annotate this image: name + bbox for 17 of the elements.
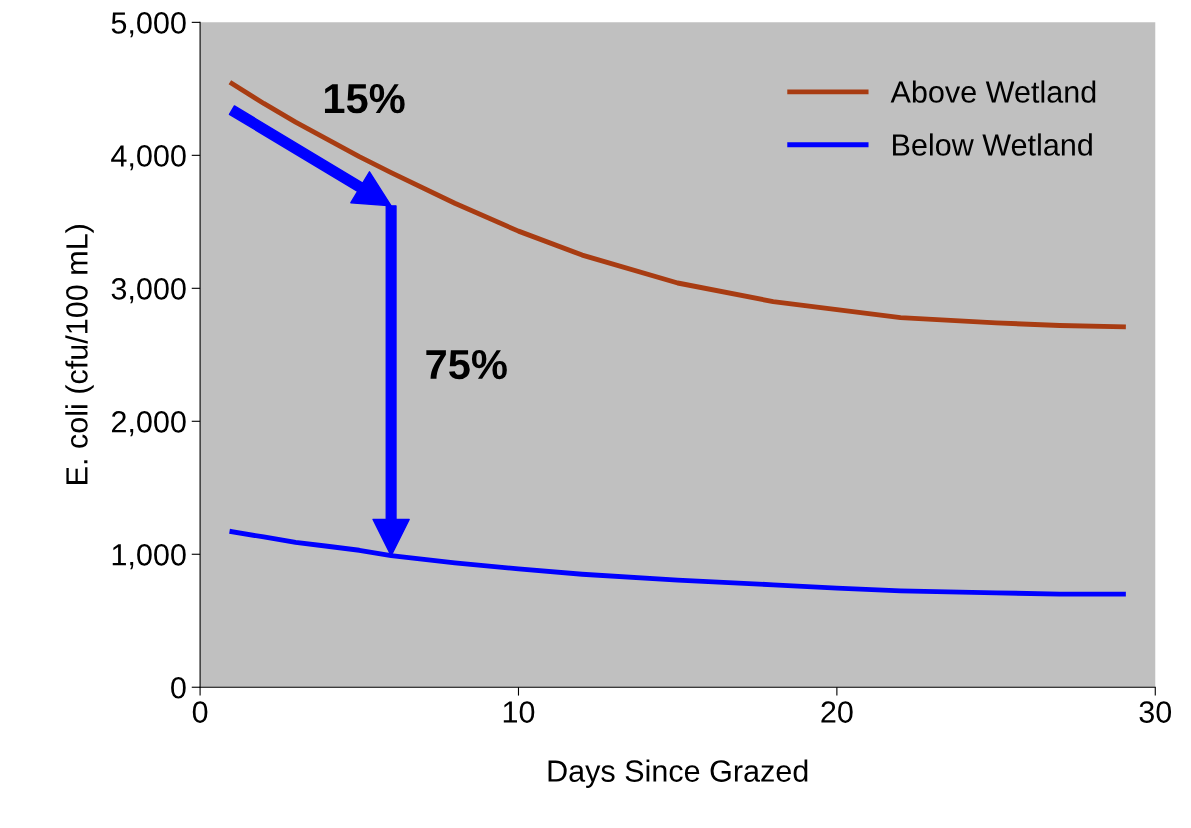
x-tick-label: 30 bbox=[1139, 701, 1172, 723]
legend-label: Above Wetland bbox=[890, 80, 1096, 103]
x-tick-label: 20 bbox=[821, 701, 853, 723]
y-tick-label: 3,000 bbox=[111, 278, 186, 304]
x-axis-title: Days Since Grazed bbox=[548, 759, 808, 788]
y-tick-label: 4,000 bbox=[111, 145, 186, 171]
y-tick-label: 1,000 bbox=[112, 544, 186, 570]
annotation: 75% bbox=[426, 349, 507, 380]
line-series bbox=[229, 81, 1126, 330]
x-tick-label: 10 bbox=[503, 701, 535, 723]
annotation: 15% bbox=[324, 83, 405, 114]
x-tick-label: 0 bbox=[192, 701, 208, 723]
y-tick-label: 2,000 bbox=[111, 411, 186, 437]
y-axis-title: E. coli (cfu/100 mL) bbox=[65, 225, 94, 484]
legend-label: Below Wetland bbox=[893, 133, 1092, 156]
y-tick-label: 5,000 bbox=[111, 12, 186, 38]
y-tick-label: 0 bbox=[171, 676, 186, 699]
